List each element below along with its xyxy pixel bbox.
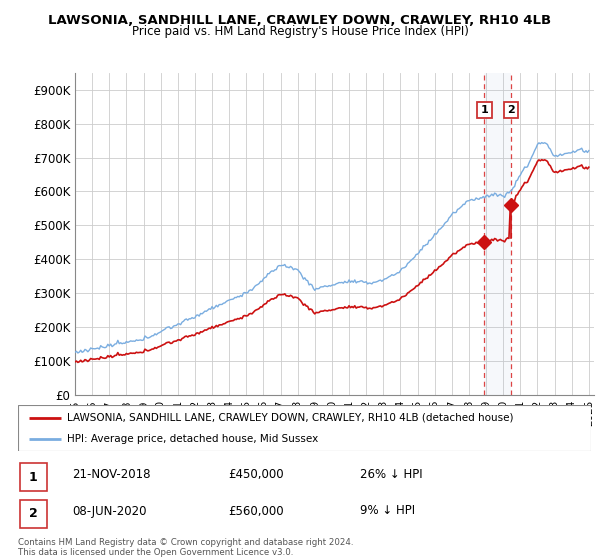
Text: 26% ↓ HPI: 26% ↓ HPI xyxy=(360,468,422,481)
Text: 21-NOV-2018: 21-NOV-2018 xyxy=(72,468,151,481)
Text: LAWSONIA, SANDHILL LANE, CRAWLEY DOWN, CRAWLEY, RH10 4LB (detached house): LAWSONIA, SANDHILL LANE, CRAWLEY DOWN, C… xyxy=(67,413,513,423)
Text: 1: 1 xyxy=(29,471,37,484)
Text: £560,000: £560,000 xyxy=(228,505,284,517)
Text: 9% ↓ HPI: 9% ↓ HPI xyxy=(360,505,415,517)
Text: 08-JUN-2020: 08-JUN-2020 xyxy=(72,505,146,517)
Text: 1: 1 xyxy=(481,105,488,115)
Text: LAWSONIA, SANDHILL LANE, CRAWLEY DOWN, CRAWLEY, RH10 4LB: LAWSONIA, SANDHILL LANE, CRAWLEY DOWN, C… xyxy=(49,14,551,27)
Text: HPI: Average price, detached house, Mid Sussex: HPI: Average price, detached house, Mid … xyxy=(67,435,318,444)
Text: Price paid vs. HM Land Registry's House Price Index (HPI): Price paid vs. HM Land Registry's House … xyxy=(131,25,469,38)
Bar xyxy=(484,73,511,395)
Text: 2: 2 xyxy=(507,105,515,115)
Text: 2: 2 xyxy=(29,507,37,520)
Text: Contains HM Land Registry data © Crown copyright and database right 2024.
This d: Contains HM Land Registry data © Crown c… xyxy=(18,538,353,557)
Text: £450,000: £450,000 xyxy=(228,468,284,481)
